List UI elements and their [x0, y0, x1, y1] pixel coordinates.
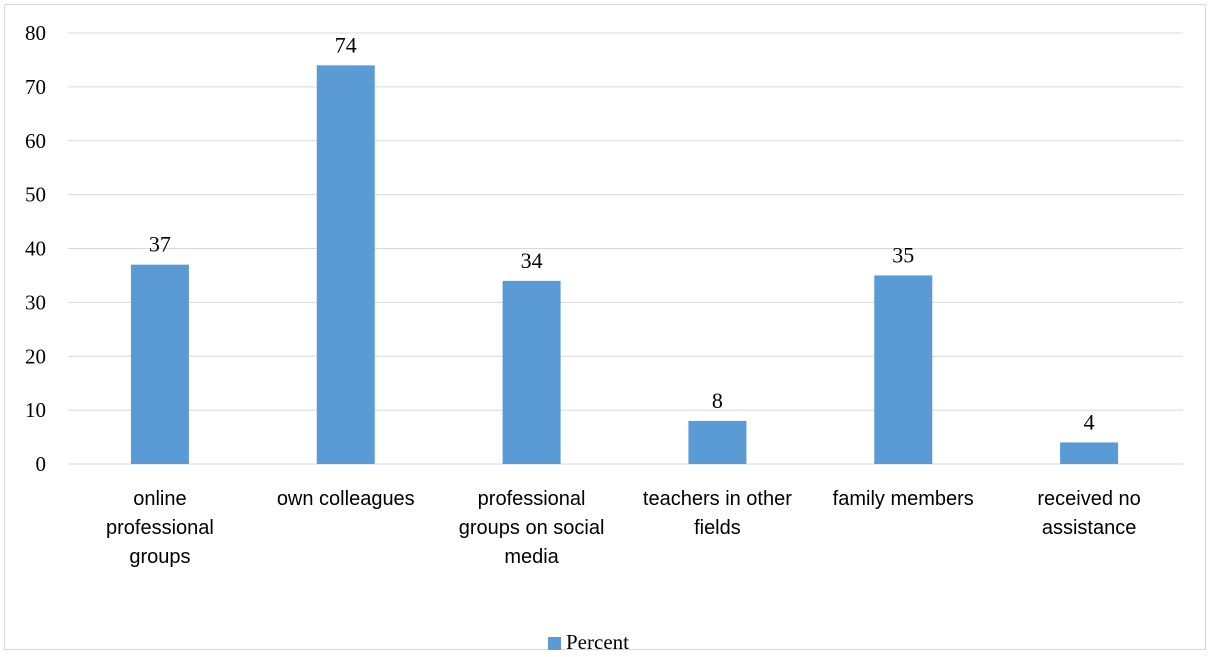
y-tick-label: 20 — [25, 344, 46, 368]
data-label: 74 — [335, 32, 357, 57]
data-label: 37 — [149, 232, 171, 257]
bar — [502, 280, 561, 464]
bar — [316, 65, 375, 464]
y-tick-label: 70 — [25, 75, 46, 99]
bar — [688, 420, 747, 464]
x-category-label: assistance — [1042, 517, 1137, 539]
x-category-label: family members — [833, 488, 974, 510]
data-label: 34 — [521, 248, 543, 273]
x-category-label: teachers in other — [643, 488, 792, 510]
legend-label-percent: Percent — [566, 630, 629, 654]
x-category-label: received no — [1037, 488, 1140, 510]
x-category-label: groups — [129, 546, 190, 568]
x-category-label: online — [133, 488, 186, 510]
chart-frame — [4, 4, 1206, 650]
x-category-label: fields — [694, 517, 741, 539]
data-label: 8 — [712, 388, 723, 413]
x-category-label: media — [504, 546, 559, 568]
y-tick-label: 10 — [25, 398, 46, 422]
x-category-label: professional — [106, 517, 214, 539]
y-tick-label: 50 — [25, 183, 46, 207]
legend: Percent — [548, 630, 629, 654]
bar — [130, 264, 189, 464]
bars — [130, 65, 1119, 464]
y-axis-ticks: 0 10 20 30 40 50 60 70 80 — [25, 21, 46, 476]
legend-swatch-percent — [548, 637, 561, 650]
x-category-label: own colleagues — [277, 488, 415, 510]
x-category-label: groups on social — [459, 517, 605, 539]
x-axis-categories: online professional groups own colleagues pr… — [106, 488, 1141, 568]
bar — [874, 275, 933, 464]
y-tick-label: 0 — [36, 452, 47, 476]
bar — [1060, 442, 1119, 464]
y-tick-label: 80 — [25, 21, 46, 45]
data-labels: 37 74 34 8 35 4 — [149, 32, 1095, 434]
data-label: 35 — [892, 242, 914, 267]
y-tick-label: 60 — [25, 129, 46, 153]
gridlines — [68, 32, 1183, 465]
data-label: 4 — [1084, 409, 1095, 434]
y-tick-label: 30 — [25, 290, 46, 314]
y-tick-label: 40 — [25, 237, 46, 261]
x-category-label: professional — [478, 488, 586, 510]
